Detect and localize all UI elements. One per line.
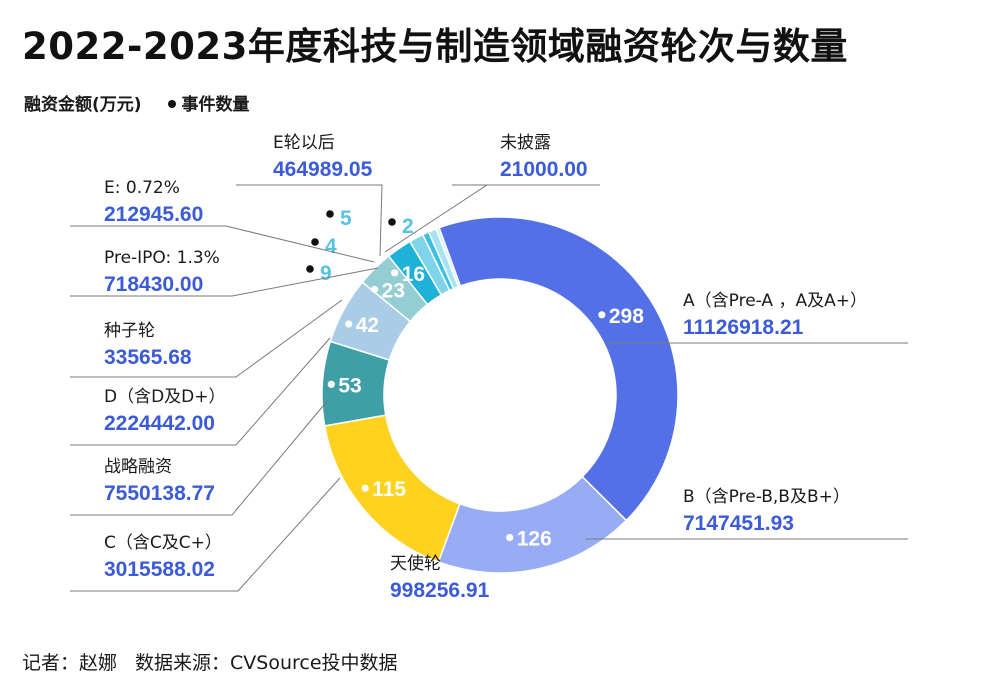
- slice-5-count: 23: [382, 279, 405, 302]
- slice-8-amount: 212945.60: [104, 203, 203, 226]
- slice-7-count-dot: [306, 265, 314, 273]
- slice-6-amount: 33565.68: [104, 346, 192, 369]
- slice-0-count-dot: [598, 311, 606, 319]
- slice-0-count: 298: [609, 305, 644, 328]
- legend: 融资金额(万元) 事件数量: [24, 90, 250, 115]
- slice-9-count-dot: [326, 210, 334, 218]
- slice-1-name: B（含Pre-B,B及B+）: [683, 487, 850, 507]
- slice-5-count-dot: [371, 285, 379, 294]
- slice-3-amount: 3015588.02: [104, 558, 215, 581]
- slice-4-leader-line: [70, 399, 329, 516]
- slice-9-leader-line: [236, 184, 383, 257]
- slice-6-count-dot: [391, 269, 399, 277]
- slice-3-count-dot: [327, 380, 335, 388]
- slice-8-count: 4: [325, 235, 337, 258]
- slice-2-name: 天使轮: [390, 553, 441, 574]
- chart-title: 2022-2023年度科技与制造领域融资轮次与数量: [22, 25, 848, 68]
- legend-dot-icon: [167, 100, 176, 108]
- slice-0-name: A（含Pre-A ，A及A+）: [683, 291, 867, 311]
- slice-1-count-dot: [506, 533, 514, 542]
- footer: 记者：赵娜 数据来源：CVSource投中数据: [22, 648, 398, 675]
- slice-5-name: D（含D及D+）: [104, 387, 226, 407]
- slice-10-name: 未披露: [500, 133, 551, 153]
- slice-4-amount: 7550138.77: [104, 482, 215, 505]
- slice-6-name: 种子轮: [104, 321, 155, 341]
- legend-amount-label: 融资金额(万元): [24, 95, 142, 115]
- slice-8-leader-line: [70, 225, 375, 263]
- slice-7-count: 9: [320, 262, 332, 285]
- legend-count-label: 事件数量: [181, 95, 250, 115]
- slice-9-count: 5: [340, 207, 352, 230]
- slice-7-amount: 718430.00: [104, 273, 203, 296]
- slice-10-count: 2: [402, 215, 414, 238]
- slice-1-count: 126: [517, 528, 552, 551]
- slice-4-count: 42: [356, 314, 379, 337]
- slice-10-wedge: [435, 226, 462, 288]
- slice-6-count: 16: [402, 263, 425, 286]
- slice-7-name: Pre-IPO: 1.3%: [104, 248, 220, 268]
- slice-7-leader-line: [70, 267, 379, 297]
- slice-3-name: C（含C及C+）: [104, 533, 222, 553]
- slice-3-leader-line: [70, 477, 341, 592]
- slice-1-amount: 7147451.93: [683, 512, 794, 535]
- slice-2-count: 115: [372, 478, 406, 501]
- slice-0-amount: 11126918.21: [683, 316, 804, 339]
- slice-8-count-dot: [311, 238, 319, 246]
- slice-9-name: E轮以后: [273, 133, 335, 153]
- slice-9-amount: 464989.05: [273, 158, 373, 181]
- slice-0-wedge: [438, 216, 679, 522]
- slice-10-amount: 21000.00: [500, 158, 588, 181]
- slice-5-amount: 2224442.00: [104, 412, 215, 435]
- slice-5-leader-line: [70, 337, 331, 446]
- footer-source: 数据来源：CVSource投中数据: [135, 652, 398, 674]
- slice-2-count-dot: [361, 484, 369, 492]
- slice-10-leader-line: [384, 184, 600, 253]
- slice-6-leader-line: [70, 299, 343, 378]
- slice-4-count-dot: [345, 320, 353, 328]
- slice-4-name: 战略融资: [104, 457, 172, 477]
- slice-8-name: E: 0.72%: [104, 178, 180, 198]
- footer-reporter: 记者：赵娜: [22, 652, 118, 674]
- slice-3-count: 53: [338, 374, 361, 397]
- slice-2-amount: 998256.91: [390, 579, 490, 602]
- slice-10-count-dot: [388, 218, 396, 226]
